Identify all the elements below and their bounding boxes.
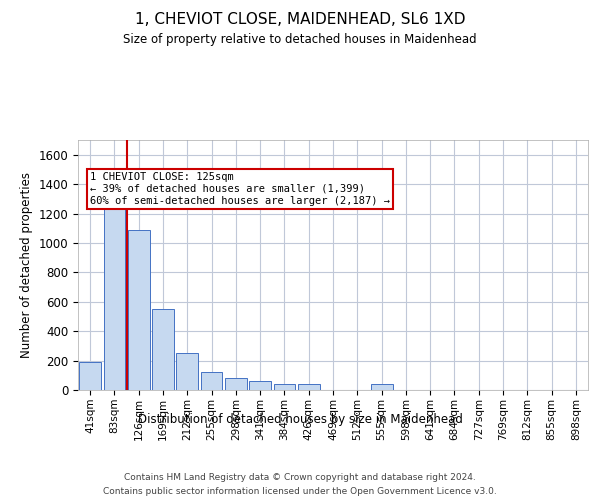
Bar <box>152 309 174 390</box>
Text: Distribution of detached houses by size in Maidenhead: Distribution of detached houses by size … <box>137 412 463 426</box>
Bar <box>128 230 149 390</box>
Text: Contains HM Land Registry data © Crown copyright and database right 2024.: Contains HM Land Registry data © Crown c… <box>124 472 476 482</box>
Bar <box>176 353 198 390</box>
Bar <box>371 384 392 390</box>
Text: 1, CHEVIOT CLOSE, MAIDENHEAD, SL6 1XD: 1, CHEVIOT CLOSE, MAIDENHEAD, SL6 1XD <box>135 12 465 28</box>
Bar <box>249 381 271 390</box>
Bar <box>79 362 101 390</box>
Bar <box>298 384 320 390</box>
Bar <box>274 384 295 390</box>
Bar <box>225 378 247 390</box>
Text: 1 CHEVIOT CLOSE: 125sqm
← 39% of detached houses are smaller (1,399)
60% of semi: 1 CHEVIOT CLOSE: 125sqm ← 39% of detache… <box>90 172 390 206</box>
Bar <box>104 203 125 390</box>
Y-axis label: Number of detached properties: Number of detached properties <box>20 172 33 358</box>
Text: Size of property relative to detached houses in Maidenhead: Size of property relative to detached ho… <box>123 32 477 46</box>
Bar <box>200 372 223 390</box>
Text: Contains public sector information licensed under the Open Government Licence v3: Contains public sector information licen… <box>103 488 497 496</box>
